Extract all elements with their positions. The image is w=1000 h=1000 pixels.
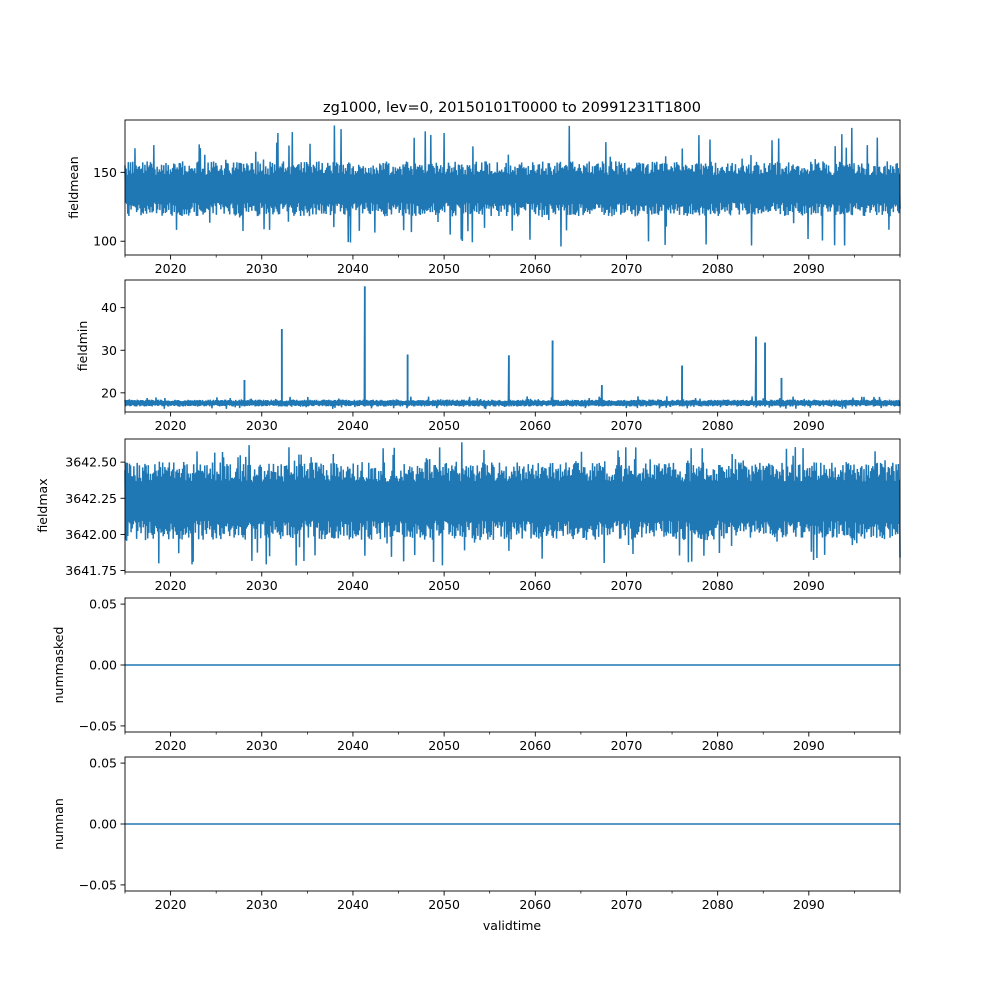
- x-tick-label: 2080: [702, 578, 734, 593]
- x-tick-label: 2020: [155, 418, 187, 433]
- y-tick-label: 0.00: [89, 658, 117, 673]
- y-tick-label: 20: [101, 385, 117, 400]
- x-tick-label: 2070: [611, 418, 643, 433]
- y-tick-label: 30: [101, 343, 117, 358]
- y-axis-label-fieldmean: fieldmean: [66, 156, 81, 218]
- axes-frame-fieldmax: [124, 438, 901, 573]
- y-axis-label-nummasked: nummasked: [51, 627, 66, 704]
- x-tick-label: 2040: [337, 578, 369, 593]
- y-tick-label: 3642.25: [65, 491, 117, 506]
- x-tick-label: 2040: [337, 261, 369, 276]
- axes-frame-fieldmin: [124, 279, 901, 413]
- y-axis-label-fieldmax: fieldmax: [35, 478, 50, 532]
- series-line-fieldmin: [124, 286, 901, 409]
- x-tick-label: 2090: [793, 738, 825, 753]
- x-tick-label: 2050: [428, 578, 460, 593]
- x-tick-label: 2060: [519, 418, 551, 433]
- x-tick-label: 2080: [702, 261, 734, 276]
- x-tick-label: 2090: [793, 418, 825, 433]
- x-tick-label: 2040: [337, 897, 369, 912]
- x-tick-label: 2080: [702, 738, 734, 753]
- y-tick-label: −0.05: [79, 718, 117, 733]
- x-tick-label: 2050: [428, 738, 460, 753]
- x-tick-label: 2060: [519, 738, 551, 753]
- x-tick-label: 2050: [428, 261, 460, 276]
- y-tick-label: 3642.50: [65, 455, 117, 470]
- x-tick-label: 2020: [155, 897, 187, 912]
- chart-panels: 2020 2030 2040 2050 2060 2070 2080 2090100150fi…: [35, 119, 901, 912]
- x-axis-label: validtime: [483, 918, 541, 933]
- axes-frame-fieldmean: [124, 119, 901, 256]
- series-line-fieldmean: [124, 125, 901, 247]
- x-tick-label: 2070: [611, 738, 643, 753]
- y-tick-label: 3642.00: [65, 527, 117, 542]
- x-tick-label: 2060: [519, 897, 551, 912]
- x-tick-label: 2050: [428, 418, 460, 433]
- x-tick-label: 2030: [246, 418, 278, 433]
- y-tick-label: 0.00: [89, 817, 117, 832]
- x-tick-label: 2030: [246, 578, 278, 593]
- x-tick-label: 2060: [519, 578, 551, 593]
- y-tick-label: 0.05: [89, 597, 117, 612]
- x-tick-label: 2020: [155, 261, 187, 276]
- x-tick-label: 2070: [611, 897, 643, 912]
- y-tick-label: 100: [93, 234, 117, 249]
- x-tick-label: 2070: [611, 261, 643, 276]
- x-tick-label: 2020: [155, 578, 187, 593]
- y-tick-label: 3641.75: [65, 563, 117, 578]
- panel-nummasked: 2020 2030 2040 2050 2060 2070 2080 2090 −0.05 0.0…: [51, 597, 901, 753]
- panel-numnan: 2020 2030 2040 2050 2060 2070 2080 2090 −0.05 0.0…: [51, 756, 901, 912]
- x-tick-label: 2050: [428, 897, 460, 912]
- x-tick-label: 2030: [246, 897, 278, 912]
- panel-fieldmin: 2020 2030 2040 2050 2060 2070 2080 2090203040fi…: [75, 279, 901, 433]
- y-tick-label: 0.05: [89, 756, 117, 771]
- x-tick-label: 2040: [337, 738, 369, 753]
- x-tick-label: 2040: [337, 418, 369, 433]
- panel-fieldmean: 2020 2030 2040 2050 2060 2070 2080 2090 100 150 fi…: [66, 119, 901, 276]
- y-tick-label: 40: [101, 300, 117, 315]
- y-tick-label: 150: [93, 165, 117, 180]
- x-tick-label: 2090: [793, 578, 825, 593]
- series-line-fieldmax: [124, 442, 901, 566]
- y-axis-label-fieldmin: fieldmin: [75, 321, 90, 372]
- y-axis-label-numnan: numnan: [51, 798, 66, 850]
- x-tick-label: 2080: [702, 897, 734, 912]
- x-tick-label: 2020: [155, 738, 187, 753]
- x-tick-label: 2090: [793, 897, 825, 912]
- x-tick-label: 2080: [702, 418, 734, 433]
- chart-title: zg1000, lev=0, 20150101T0000 to 20991231…: [323, 100, 701, 116]
- x-tick-label: 2060: [519, 261, 551, 276]
- x-tick-label: 2090: [793, 261, 825, 276]
- x-tick-label: 2030: [246, 261, 278, 276]
- x-tick-label: 2070: [611, 578, 643, 593]
- y-tick-label: −0.05: [79, 877, 117, 892]
- x-tick-label: 2030: [246, 738, 278, 753]
- panel-fieldmax: 2020 2030 2040 2050 2060 2070 2080 2090 3641.75 3…: [35, 438, 901, 593]
